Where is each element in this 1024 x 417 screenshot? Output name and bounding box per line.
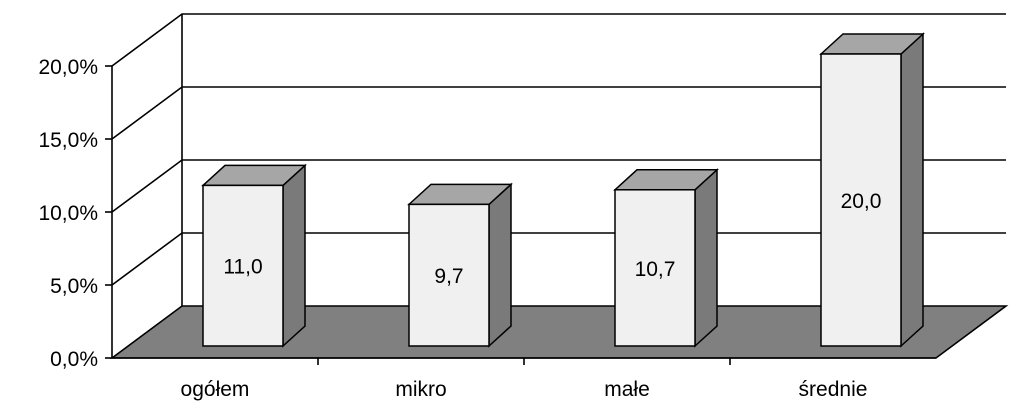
bar-side (694, 168, 718, 348)
bar-front (820, 53, 902, 347)
bar-front (614, 189, 696, 347)
y-tick-label: 0,0% (50, 348, 98, 371)
bar (613, 168, 719, 348)
category-label: średnie (799, 378, 868, 401)
y-tick-label: 5,0% (50, 275, 98, 298)
y-tick-label: 15,0% (38, 129, 98, 152)
y-tick-label: 20,0% (38, 56, 98, 79)
data-label: 10,7 (635, 258, 676, 281)
bar (407, 182, 513, 348)
bars (201, 32, 925, 348)
bar (201, 163, 307, 348)
category-label: małe (604, 378, 650, 401)
category-label: ogółem (181, 378, 250, 401)
data-label: 11,0 (223, 256, 262, 279)
bar-side (282, 163, 306, 348)
bar (819, 32, 925, 348)
data-label: 20,0 (841, 190, 882, 213)
bar-side (900, 32, 924, 348)
axes (105, 14, 936, 365)
bar-side (488, 182, 512, 348)
bar-front (408, 203, 490, 347)
bar-front (202, 184, 284, 347)
data-label: 9,7 (434, 265, 463, 288)
y-tick-label: 10,0% (38, 202, 98, 225)
category-label: mikro (395, 378, 446, 401)
labels: 0,0% 5,0% 10,0% 15,0% 20,0% 11,0 ogółem 9,7 mikr… (38, 56, 881, 401)
